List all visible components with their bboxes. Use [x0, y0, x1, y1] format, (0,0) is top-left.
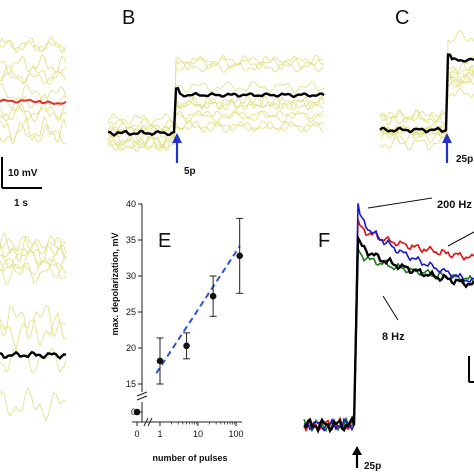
panel-b-individual-trace	[107, 56, 325, 139]
y-tick-label: 25	[126, 307, 136, 317]
data-point	[133, 408, 141, 416]
panel-b-individual-trace	[107, 120, 325, 135]
panel-a-individual-trace	[0, 312, 67, 351]
panel-c-traces	[379, 29, 474, 151]
panel-b-individual-trace	[107, 94, 325, 148]
scale-voltage-label: 10 mV	[8, 168, 38, 179]
leader-8hz	[382, 295, 399, 321]
data-point	[209, 292, 217, 300]
panel-c-mean-trace	[379, 53, 474, 134]
x-tick-label: 0	[134, 429, 139, 439]
panel-a-individual-trace	[0, 82, 67, 105]
y-tick-label: 35	[126, 235, 136, 245]
panel-a-individual-trace	[0, 71, 67, 85]
panel-letter-b: B	[122, 7, 135, 29]
panel-a-individual-trace	[0, 65, 67, 86]
panel-letter-c: C	[395, 7, 409, 29]
y-axis-break	[136, 391, 148, 401]
data-point	[236, 252, 243, 260]
y-tick-label: 20	[126, 343, 136, 353]
panel-a-individual-trace	[0, 231, 67, 264]
stim-label-f: 25p	[364, 461, 381, 472]
panel-a-mean-trace	[0, 98, 67, 106]
panel-b-individual-trace	[107, 109, 325, 151]
panel-c-individual-trace	[379, 71, 474, 125]
panel-b-individual-trace	[107, 113, 325, 134]
panel-f-traces	[303, 203, 474, 434]
panel-a-mean-trace-bottom	[0, 350, 67, 360]
panel-f-trace-black	[303, 233, 474, 434]
freq-label-8hz: 8 Hz	[382, 331, 405, 343]
scale-time-label: 1 s	[14, 198, 28, 209]
panel-b-mean-trace	[107, 86, 325, 137]
stim-arrow-b	[172, 133, 182, 163]
panel-a-individual-trace	[0, 104, 67, 123]
panel-a-individual-trace	[0, 258, 67, 276]
x-tick-label: 1	[157, 429, 162, 439]
freq-label-200hz: 200 Hz	[437, 199, 472, 211]
y-tick-label: 30	[126, 271, 136, 281]
stim-label-b: 5p	[184, 166, 196, 177]
panel-b-individual-trace	[107, 61, 325, 137]
panel-b-individual-trace	[107, 80, 325, 131]
panel-c-individual-trace	[379, 64, 474, 137]
panel-letter-f: F	[318, 230, 330, 252]
leader-200hz	[367, 197, 433, 209]
scale-bar: 10 mV 1 s	[1, 157, 42, 209]
panel-a-individual-trace	[0, 386, 67, 422]
panel-a-top-traces	[0, 36, 67, 145]
panel-a-individual-trace	[0, 36, 67, 54]
y-tick-label: 40	[126, 199, 136, 209]
panel-a-individual-trace	[0, 121, 67, 145]
x-tick-label: 100	[228, 429, 243, 439]
y-axis-title: max. depolarization, mV	[110, 232, 120, 335]
panel-b-traces	[107, 54, 325, 152]
x-axis-title: number of pulses	[152, 453, 227, 463]
panel-a-individual-trace	[0, 248, 67, 279]
y-tick-label: 15	[126, 379, 136, 389]
stim-arrow-f	[352, 446, 362, 468]
panel-a-individual-trace	[0, 53, 67, 75]
stim-arrow-c	[442, 133, 452, 163]
data-point	[183, 342, 190, 350]
x-tick-label: 10	[193, 429, 203, 439]
panel-letter-e: E	[158, 230, 171, 252]
leader-right	[447, 231, 474, 247]
y-tick-label: 0	[131, 407, 136, 417]
panel-c-individual-trace	[379, 29, 474, 140]
panel-a-bottom-traces	[0, 231, 67, 422]
panel-c-individual-trace	[379, 75, 474, 123]
panel-a-individual-trace	[0, 304, 67, 340]
panel-a-individual-trace	[0, 258, 67, 285]
x-axis-break	[143, 417, 153, 427]
panel-c-individual-trace	[379, 64, 474, 127]
stim-label-c: 25p	[456, 154, 473, 165]
data-point	[156, 357, 164, 365]
panel-e-chart: 0 15 20 25 30 35 40 0 1 10 100 number of pulses max.…	[110, 199, 244, 463]
panel-a-individual-trace	[0, 39, 67, 54]
fit-line	[155, 245, 241, 374]
panel-c-individual-trace	[379, 72, 474, 144]
panel-f-trace-200hz	[303, 203, 474, 432]
